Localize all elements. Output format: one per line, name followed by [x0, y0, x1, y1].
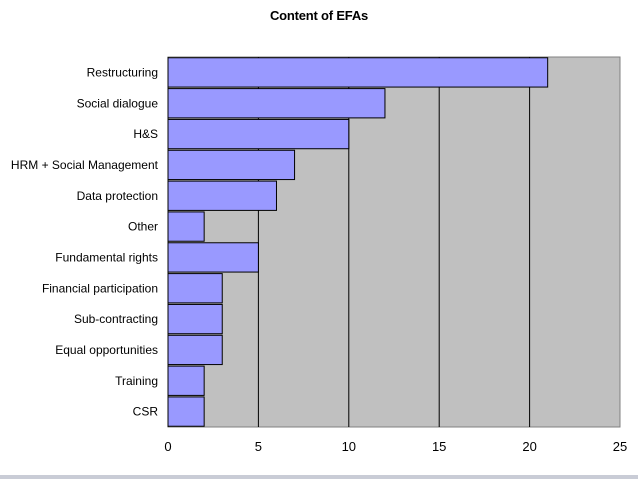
bar: [167, 180, 277, 211]
category-label: Data protection: [77, 189, 158, 203]
category-label: Restructuring: [87, 65, 158, 79]
bottom-divider: [0, 475, 638, 479]
bar: [167, 396, 205, 427]
bar: [167, 211, 205, 242]
x-tick-label: 15: [432, 439, 446, 454]
x-tick-label: 25: [613, 439, 627, 454]
bar: [167, 242, 259, 273]
category-label: Social dialogue: [77, 96, 159, 110]
x-axis-ticks: 0 5 10 15 20 25: [164, 439, 627, 454]
bar: [167, 365, 205, 396]
category-labels: Restructuring Social dialogue H&S HRM + Soc…: [11, 65, 159, 418]
chart-title: Content of EFAs: [269, 8, 369, 23]
bar: [167, 57, 549, 88]
bars: [167, 57, 549, 427]
bar: [167, 303, 223, 335]
x-tick-label: 5: [255, 439, 262, 454]
category-label: Financial participation: [42, 281, 158, 295]
x-tick-label: 0: [164, 439, 171, 454]
x-tick-label: 20: [522, 439, 536, 454]
bar: [167, 273, 223, 304]
bar: [167, 118, 350, 150]
category-label: Equal opportunities: [55, 343, 158, 357]
gridlines: [167, 57, 531, 427]
category-label: HRM + Social Management: [11, 158, 159, 172]
category-label: Other: [128, 220, 158, 234]
bar: [167, 334, 223, 366]
bar: [167, 149, 296, 181]
category-label: Fundamental rights: [55, 250, 158, 264]
x-tick-label: 10: [342, 439, 356, 454]
category-label: CSR: [133, 405, 159, 419]
plot-area: [167, 56, 621, 428]
bar: [167, 88, 386, 119]
category-label: Training: [115, 374, 158, 388]
category-label: Sub-contracting: [74, 312, 158, 326]
category-label: H&S: [133, 127, 158, 141]
